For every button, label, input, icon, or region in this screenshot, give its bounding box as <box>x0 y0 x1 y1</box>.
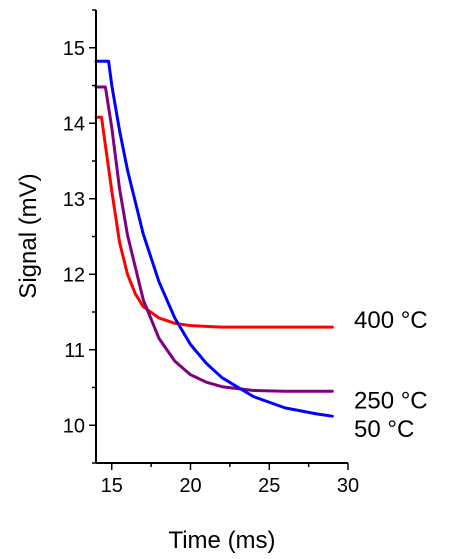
series-label: 400 °C <box>354 307 428 334</box>
y-tick-label: 13 <box>63 189 85 211</box>
x-tick-label: 25 <box>258 475 280 497</box>
x-tick-label: 30 <box>337 475 359 497</box>
series-line-2 <box>94 59 334 418</box>
series-label: 50 °C <box>354 416 414 443</box>
y-tick-label: 12 <box>63 264 85 286</box>
y-tick-label: 15 <box>63 38 85 60</box>
series-layer <box>94 59 334 418</box>
y-tick-label: 11 <box>64 340 85 362</box>
series-label: 250 °C <box>354 387 428 414</box>
x-tick-label: 20 <box>179 475 201 497</box>
series-line-1 <box>94 85 334 393</box>
y-tick-label: 10 <box>63 415 85 437</box>
y-tick-label: 14 <box>63 113 85 135</box>
ticks-layer: 10 11 12 13 14 15 15 20 25 30 <box>63 9 359 497</box>
series-line-0 <box>94 115 334 329</box>
axes-layer <box>95 10 348 464</box>
series-labels-layer: 400 °C 250 °C50 °C <box>354 307 428 443</box>
y-axis-title: Signal (mV) <box>15 173 42 298</box>
x-axis-title: Time (ms) <box>168 527 275 554</box>
x-tick-label: 15 <box>101 475 123 497</box>
